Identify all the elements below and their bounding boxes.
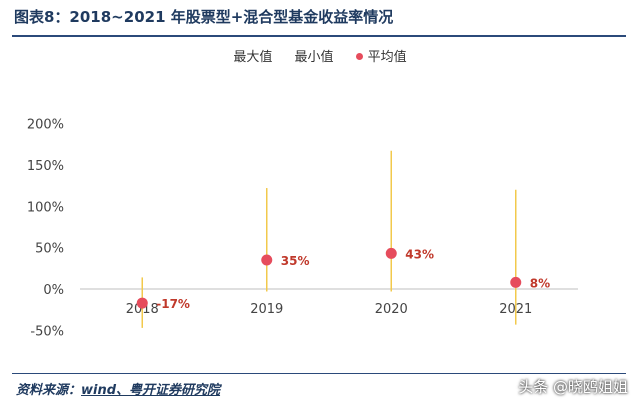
y-tick-label: 0% [43, 283, 64, 298]
y-tick-label: -50% [30, 324, 64, 339]
y-tick-label: 200% [27, 118, 64, 133]
legend-min: 最小值 [294, 50, 334, 65]
avg-point [261, 254, 273, 266]
y-tick-label: 150% [27, 159, 64, 174]
avg-point [510, 276, 522, 288]
source-note: 资料来源：wind、粤开证券研究院 [16, 379, 220, 398]
avg-point [136, 297, 148, 309]
source-divider [12, 373, 626, 374]
title-divider [12, 35, 626, 37]
legend-avg: 平均值 [355, 46, 407, 65]
chart-title: 图表8：2018~2021 年股票型+混合型基金收益率情况 [14, 8, 394, 26]
x-tick-label: 2020 [375, 302, 408, 317]
data-label: 8% [530, 276, 550, 290]
data-label: 35% [281, 254, 310, 268]
avg-point [385, 247, 397, 259]
data-label: 43% [405, 247, 434, 261]
y-tick-label: 50% [35, 242, 64, 257]
legend-avg-label: 平均值 [367, 50, 407, 65]
x-tick-label: 2019 [250, 302, 283, 317]
y-tick-label: 100% [27, 200, 64, 215]
legend-avg-dot-icon [355, 53, 363, 60]
legend-max: 最大值 [233, 50, 273, 65]
data-label: -17% [156, 297, 190, 311]
source-prefix: 资料来源： [16, 383, 82, 398]
watermark: 头条 @晓鸥姐姐 [518, 378, 628, 396]
source-link: wind、粤开证券研究院 [81, 383, 221, 398]
legend: 最大值 最小值 平均值 [0, 46, 640, 65]
